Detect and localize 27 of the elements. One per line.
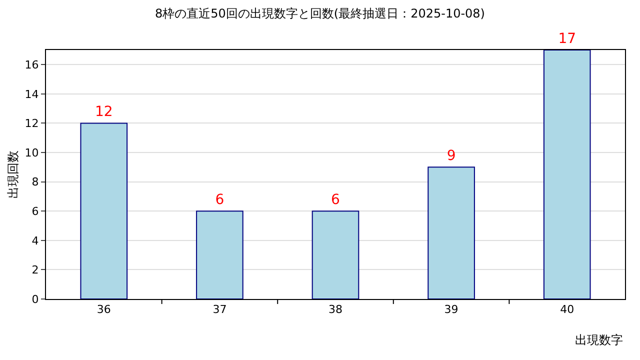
data-label: 17 (558, 31, 576, 47)
data-label: 9 (446, 148, 456, 164)
y-axis-title: 出現回数 (6, 150, 20, 198)
x-tick-label: 36 (96, 303, 111, 316)
bar (80, 122, 128, 299)
x-axis-title: 出現数字 (575, 333, 623, 347)
y-tick-label: 12 (24, 117, 39, 130)
bar (196, 210, 244, 299)
y-tick-label: 2 (32, 264, 39, 277)
bar (312, 210, 360, 299)
y-tick-label: 14 (24, 88, 39, 101)
y-tick-label: 0 (32, 292, 39, 306)
y-tick-label: 8 (32, 176, 39, 189)
y-tick-label: 4 (32, 234, 39, 248)
x-tick-label: 37 (212, 303, 227, 316)
bar (428, 166, 475, 299)
y-tick-label: 16 (24, 58, 39, 72)
data-label: 6 (215, 192, 224, 208)
y-tick-label: 6 (32, 204, 39, 218)
chart-title: 8枠の直近50回の出現数字と回数(最終抽選日：2025-10-08) (154, 6, 486, 20)
x-tick-label: 39 (444, 303, 458, 316)
data-label: 12 (94, 104, 113, 120)
x-tick-label: 40 (560, 303, 574, 316)
y-tick-label: 10 (24, 146, 39, 160)
bar (543, 50, 591, 299)
x-tick-label: 38 (328, 303, 342, 316)
data-label: 6 (331, 192, 340, 208)
